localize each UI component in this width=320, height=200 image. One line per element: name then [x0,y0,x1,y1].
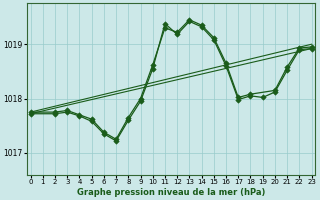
X-axis label: Graphe pression niveau de la mer (hPa): Graphe pression niveau de la mer (hPa) [77,188,265,197]
